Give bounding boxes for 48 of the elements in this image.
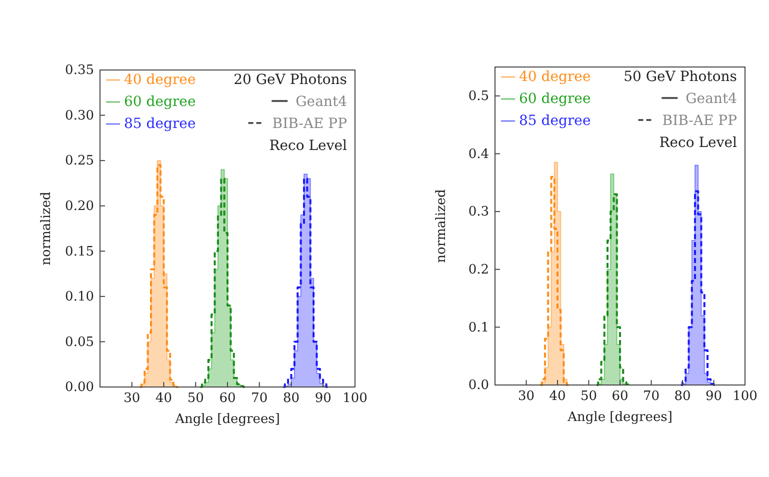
y-tick-label: 0.15: [65, 244, 94, 260]
y-tick-label: 0.25: [65, 154, 94, 169]
annotation: BIB-AE PP: [272, 116, 347, 132]
y-tick-label: 0.20: [65, 199, 94, 214]
annotation: Reco Level: [659, 135, 738, 151]
y-axis-title: normalized: [434, 189, 449, 263]
y-tick-label: 0.00: [65, 380, 94, 396]
y-tick-label: 0.2: [468, 262, 489, 278]
legend-label: 40 degree: [519, 69, 591, 85]
legend-label: 85 degree: [519, 113, 591, 129]
y-tick-label: 0.5: [468, 89, 489, 104]
legend-label: 85 degree: [124, 116, 196, 132]
x-tick-label: 80: [282, 391, 300, 406]
x-tick-label: 40: [549, 389, 566, 404]
x-tick-label: 60: [219, 391, 236, 406]
x-tick-label: 70: [642, 389, 660, 404]
x-tick-label: 90: [705, 389, 722, 404]
annotation: Geant4: [296, 94, 348, 110]
x-tick-label: 30: [518, 389, 535, 404]
y-tick-label: 0.0: [468, 378, 489, 394]
x-tick-label: 100: [732, 389, 758, 404]
annotation: BIB-AE PP: [662, 113, 737, 129]
legend-label: 40 degree: [124, 72, 196, 88]
x-axis-title: Angle [degrees]: [174, 412, 280, 427]
x-tick-label: 100: [342, 391, 368, 406]
y-tick-label: 0.05: [65, 334, 94, 350]
legend-title: 50 GeV Photons: [624, 69, 737, 85]
annotation: Geant4: [686, 91, 738, 107]
x-tick-label: 70: [251, 391, 268, 406]
x-tick-label: 50: [580, 389, 598, 404]
x-tick-label: 30: [124, 391, 140, 406]
x-axis-title: Angle [degrees]: [566, 410, 672, 425]
annotation: Reco Level: [269, 138, 348, 154]
x-tick-label: 80: [674, 389, 691, 404]
y-tick-label: 0.4: [468, 146, 489, 162]
y-tick-label: 0.35: [65, 63, 94, 78]
x-tick-label: 60: [612, 389, 628, 404]
x-tick-label: 50: [187, 391, 204, 406]
y-tick-label: 0.10: [65, 290, 94, 305]
y-axis-title: normalized: [39, 192, 54, 266]
legend-title: 20 GeV Photons: [234, 72, 347, 88]
y-tick-label: 0.30: [65, 108, 94, 124]
x-tick-label: 40: [155, 391, 172, 406]
y-tick-label: 0.1: [468, 320, 489, 336]
legend-label: 60 degree: [519, 91, 591, 107]
x-tick-label: 90: [314, 391, 332, 406]
y-tick-label: 0.3: [468, 204, 489, 220]
legend-label: 60 degree: [124, 94, 196, 110]
